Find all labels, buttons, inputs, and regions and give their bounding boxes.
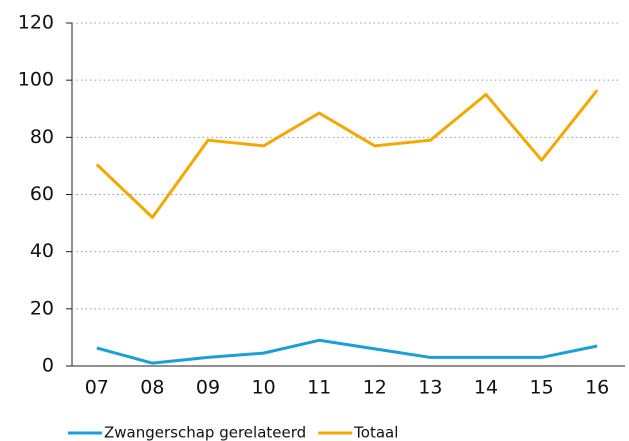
y-tick-label: 60 [30, 183, 54, 205]
x-tick-label: 14 [474, 377, 498, 399]
y-tick-label: 80 [30, 126, 54, 148]
y-tick-label: 120 [18, 12, 54, 34]
x-tick-label: 10 [252, 377, 276, 399]
y-tick-label: 20 [30, 297, 54, 319]
x-tick-label: 08 [140, 377, 164, 399]
y-tick-label: 40 [30, 240, 54, 262]
y-tick-label: 0 [42, 355, 54, 377]
x-tick-label: 11 [307, 377, 331, 399]
x-tick-label: 16 [585, 377, 609, 399]
legend-label: Totaal [353, 424, 398, 441]
x-tick-label: 13 [418, 377, 442, 399]
x-tick-label: 09 [196, 377, 220, 399]
series-line [96, 338, 598, 365]
series-line [95, 89, 599, 219]
legend-label: Zwangerschap gerelateerd [104, 424, 306, 441]
x-tick-label: 12 [363, 377, 387, 399]
x-tick-label: 15 [530, 377, 554, 399]
x-tick-label: 07 [85, 377, 109, 399]
y-tick-label: 100 [18, 69, 54, 91]
